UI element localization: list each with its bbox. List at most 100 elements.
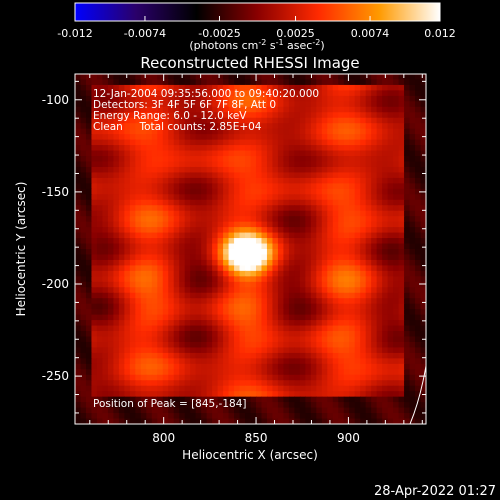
heatmap-cell xyxy=(173,161,180,168)
heatmap-cell xyxy=(321,402,328,409)
heatmap-cell xyxy=(151,292,158,299)
heatmap-cell xyxy=(113,374,120,381)
heatmap-cell xyxy=(288,374,295,381)
heatmap-cell xyxy=(113,309,120,316)
heatmap-cell xyxy=(146,156,153,163)
heatmap-cell xyxy=(124,380,131,387)
heatmap-cell xyxy=(266,325,274,332)
heatmap-cell xyxy=(261,79,268,86)
heatmap-cell xyxy=(234,123,241,130)
heatmap-cell xyxy=(223,385,230,392)
heatmap-cell xyxy=(294,238,301,245)
heatmap-cell xyxy=(299,227,306,234)
heatmap-cell xyxy=(234,413,241,420)
heatmap-cell xyxy=(173,320,180,327)
heatmap-cell xyxy=(91,221,98,228)
heatmap-cell xyxy=(223,254,230,261)
heatmap-cell xyxy=(173,303,180,310)
heatmap-cell xyxy=(168,177,175,184)
heatmap-cell xyxy=(272,139,279,146)
heatmap-cell xyxy=(415,232,422,239)
heatmap-cell xyxy=(91,74,98,81)
heatmap-cell xyxy=(409,341,416,349)
heatmap-cell xyxy=(91,396,98,403)
heatmap-cell xyxy=(234,276,241,283)
heatmap-cell xyxy=(371,407,378,414)
heatmap-cell xyxy=(349,418,356,424)
heatmap-cell xyxy=(266,396,274,403)
heatmap-cell xyxy=(190,385,197,392)
heatmap-cell xyxy=(250,188,257,195)
heatmap-cell xyxy=(168,95,175,102)
heatmap-cell xyxy=(316,210,323,217)
heatmap-cell xyxy=(420,314,426,321)
heatmap-cell xyxy=(261,249,268,256)
heatmap-cell xyxy=(140,112,147,119)
heatmap-cell xyxy=(376,413,383,420)
heatmap-cell xyxy=(277,407,284,414)
heatmap-cell xyxy=(272,336,279,343)
heatmap-cell xyxy=(409,407,416,414)
heatmap-cell xyxy=(85,265,93,272)
heatmap-cell xyxy=(80,325,87,332)
heatmap-cell xyxy=(195,156,202,163)
heatmap-cell xyxy=(107,128,114,135)
heatmap-cell xyxy=(349,232,356,239)
heatmap-cell xyxy=(360,347,367,354)
heatmap-cell xyxy=(255,183,263,190)
heatmap-cell xyxy=(321,396,328,403)
heatmap-cell xyxy=(96,90,104,97)
heatmap-cell xyxy=(162,194,169,201)
heatmap-cell xyxy=(288,292,295,299)
heatmap-cell xyxy=(404,396,411,403)
heatmap-cell xyxy=(151,156,158,163)
heatmap-cell xyxy=(217,418,224,424)
heatmap-cell xyxy=(228,232,235,239)
heatmap-cell xyxy=(190,402,197,409)
heatmap-cell xyxy=(162,396,169,403)
heatmap-cell xyxy=(255,106,263,113)
heatmap-cell xyxy=(102,177,109,184)
heatmap-cell xyxy=(245,177,252,184)
heatmap-cell xyxy=(316,391,323,398)
heatmap-cell xyxy=(201,325,208,332)
heatmap-cell xyxy=(129,194,136,201)
heatmap-cell xyxy=(420,347,426,354)
heatmap-cell xyxy=(316,369,323,376)
heatmap-cell xyxy=(129,227,136,234)
heatmap-cell xyxy=(75,407,82,414)
heatmap-cell xyxy=(283,287,290,294)
heatmap-cell xyxy=(96,232,104,239)
heatmap-cell xyxy=(393,341,400,349)
heatmap-cell xyxy=(360,314,367,321)
heatmap-cell xyxy=(261,391,268,398)
heatmap-cell xyxy=(118,352,125,359)
heatmap-cell xyxy=(157,227,164,234)
heatmap-cell xyxy=(365,298,372,305)
heatmap-cell xyxy=(250,227,257,234)
heatmap-cell xyxy=(113,396,120,403)
heatmap-cell xyxy=(398,150,405,157)
heatmap-cell xyxy=(151,259,158,267)
heatmap-cell xyxy=(206,249,213,256)
heatmap-cell xyxy=(393,188,400,195)
heatmap-cell xyxy=(277,287,284,294)
heatmap-cell xyxy=(371,325,378,332)
heatmap-cell xyxy=(261,156,268,163)
heatmap-cell xyxy=(261,309,268,316)
heatmap-cell xyxy=(321,194,328,201)
heatmap-cell xyxy=(173,336,180,343)
heatmap-cell xyxy=(376,95,383,102)
heatmap-cell xyxy=(343,292,350,299)
heatmap-cell xyxy=(332,402,339,409)
heatmap-cell xyxy=(327,341,334,349)
heatmap-cell xyxy=(404,166,411,174)
heatmap-cell xyxy=(190,106,197,113)
heatmap-cell xyxy=(91,216,98,223)
heatmap-cell xyxy=(349,227,356,234)
heatmap-cell xyxy=(234,287,241,294)
heatmap-cell xyxy=(398,259,405,267)
heatmap-cell xyxy=(184,227,191,234)
heatmap-cell xyxy=(179,238,186,245)
heatmap-cell xyxy=(173,183,180,190)
